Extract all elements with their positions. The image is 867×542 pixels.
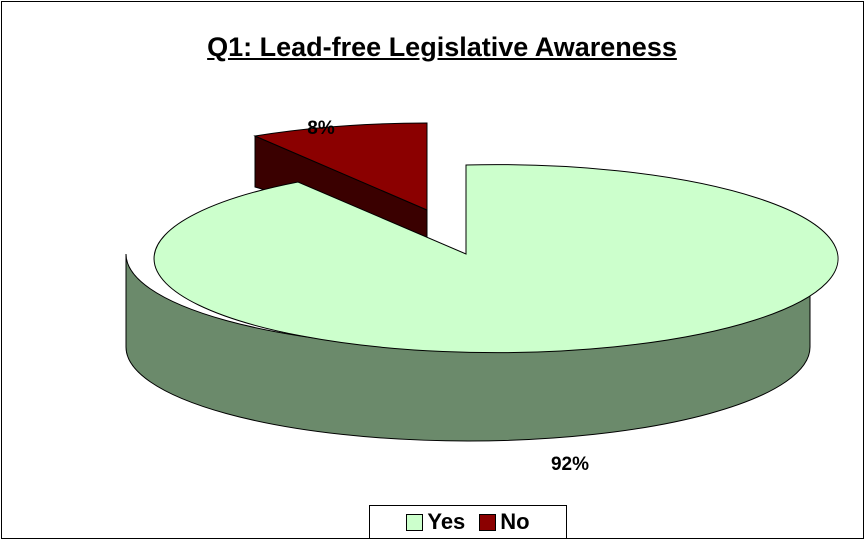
legend-swatch-yes (406, 513, 424, 531)
pie-slice-yes (153, 164, 839, 354)
chart-title: Q1: Lead-free Legislative Awareness (207, 32, 677, 62)
legend: Yes No (369, 505, 567, 539)
data-label-yes: 92% (551, 454, 589, 475)
legend-swatch-no (479, 513, 497, 531)
legend-item-no: No (479, 509, 530, 535)
legend-label-yes: Yes (427, 509, 466, 534)
legend-item-yes: Yes (406, 509, 465, 535)
data-label-no: 8% (307, 118, 335, 139)
legend-label-no: No (500, 509, 530, 534)
pie-slice-no (253, 122, 428, 211)
